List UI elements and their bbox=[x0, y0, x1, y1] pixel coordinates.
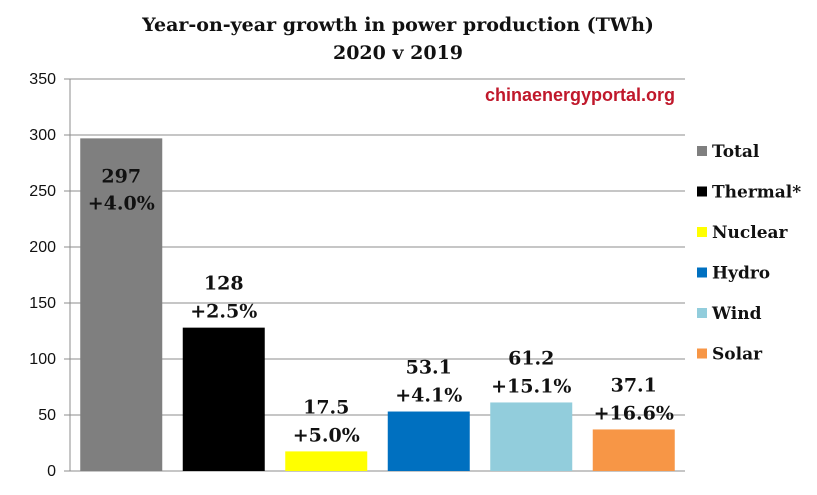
legend-label: Solar bbox=[712, 345, 763, 365]
bar-value-label: 17.5 bbox=[303, 396, 349, 418]
bar-solar bbox=[592, 429, 675, 471]
bar-nuclear bbox=[285, 451, 368, 471]
bar-hydro bbox=[387, 411, 470, 471]
legend-label: Hydro bbox=[712, 264, 770, 284]
legend-swatch bbox=[697, 146, 707, 156]
bar-pct-label: +4.0% bbox=[88, 192, 155, 214]
legend-swatch bbox=[697, 267, 707, 278]
legend-swatch bbox=[697, 227, 707, 237]
bar-pct-label: +15.1% bbox=[491, 375, 571, 397]
bar-pct-label: +16.6% bbox=[594, 402, 674, 424]
bar-pct-label: +2.5% bbox=[190, 301, 257, 323]
bar-value-label: 37.1 bbox=[611, 374, 657, 396]
source-watermark: chinaenergyportal.org bbox=[485, 85, 675, 105]
y-tick-label: 0 bbox=[47, 463, 56, 480]
legend-label: Wind bbox=[711, 304, 762, 324]
y-tick-label: 250 bbox=[29, 183, 56, 200]
bar-thermal bbox=[182, 327, 265, 471]
y-tick-label: 150 bbox=[29, 295, 56, 312]
legend-label: Total bbox=[712, 142, 760, 162]
y-tick-label: 100 bbox=[29, 351, 56, 368]
bars bbox=[80, 138, 675, 472]
bar-wind bbox=[490, 402, 573, 471]
y-tick-label: 50 bbox=[38, 407, 56, 424]
legend-label: Thermal* bbox=[712, 183, 801, 203]
bar-total bbox=[80, 138, 163, 472]
legend-swatch bbox=[697, 308, 707, 318]
bar-value-label: 53.1 bbox=[406, 357, 452, 379]
bar-pct-label: +5.0% bbox=[293, 424, 360, 446]
gridlines bbox=[70, 78, 685, 472]
chart-subtitle: 2020 v 2019 bbox=[333, 42, 463, 64]
bar-pct-label: +4.1% bbox=[395, 385, 462, 407]
legend: Total Thermal* Nuclear Hydro Wind Solar bbox=[697, 142, 801, 365]
y-tick-label: 300 bbox=[29, 127, 56, 144]
y-tick-label: 200 bbox=[29, 239, 56, 256]
chart-title: Year-on-year growth in power production … bbox=[141, 14, 654, 36]
y-axis: 0 50 100 150 200 250 300 350 bbox=[29, 71, 71, 480]
legend-swatch bbox=[697, 186, 707, 197]
y-tick-label: 350 bbox=[29, 71, 56, 88]
bar-value-label: 297 bbox=[101, 165, 141, 187]
bar-value-label: 61.2 bbox=[508, 347, 554, 369]
legend-swatch bbox=[697, 348, 707, 359]
bar-value-label: 128 bbox=[204, 273, 244, 295]
bar-labels: 297 +4.0% 128 +2.5% 17.5 +5.0% 53.1 +4.1% 61.2 +1… bbox=[88, 165, 674, 446]
legend-label: Nuclear bbox=[712, 223, 789, 243]
